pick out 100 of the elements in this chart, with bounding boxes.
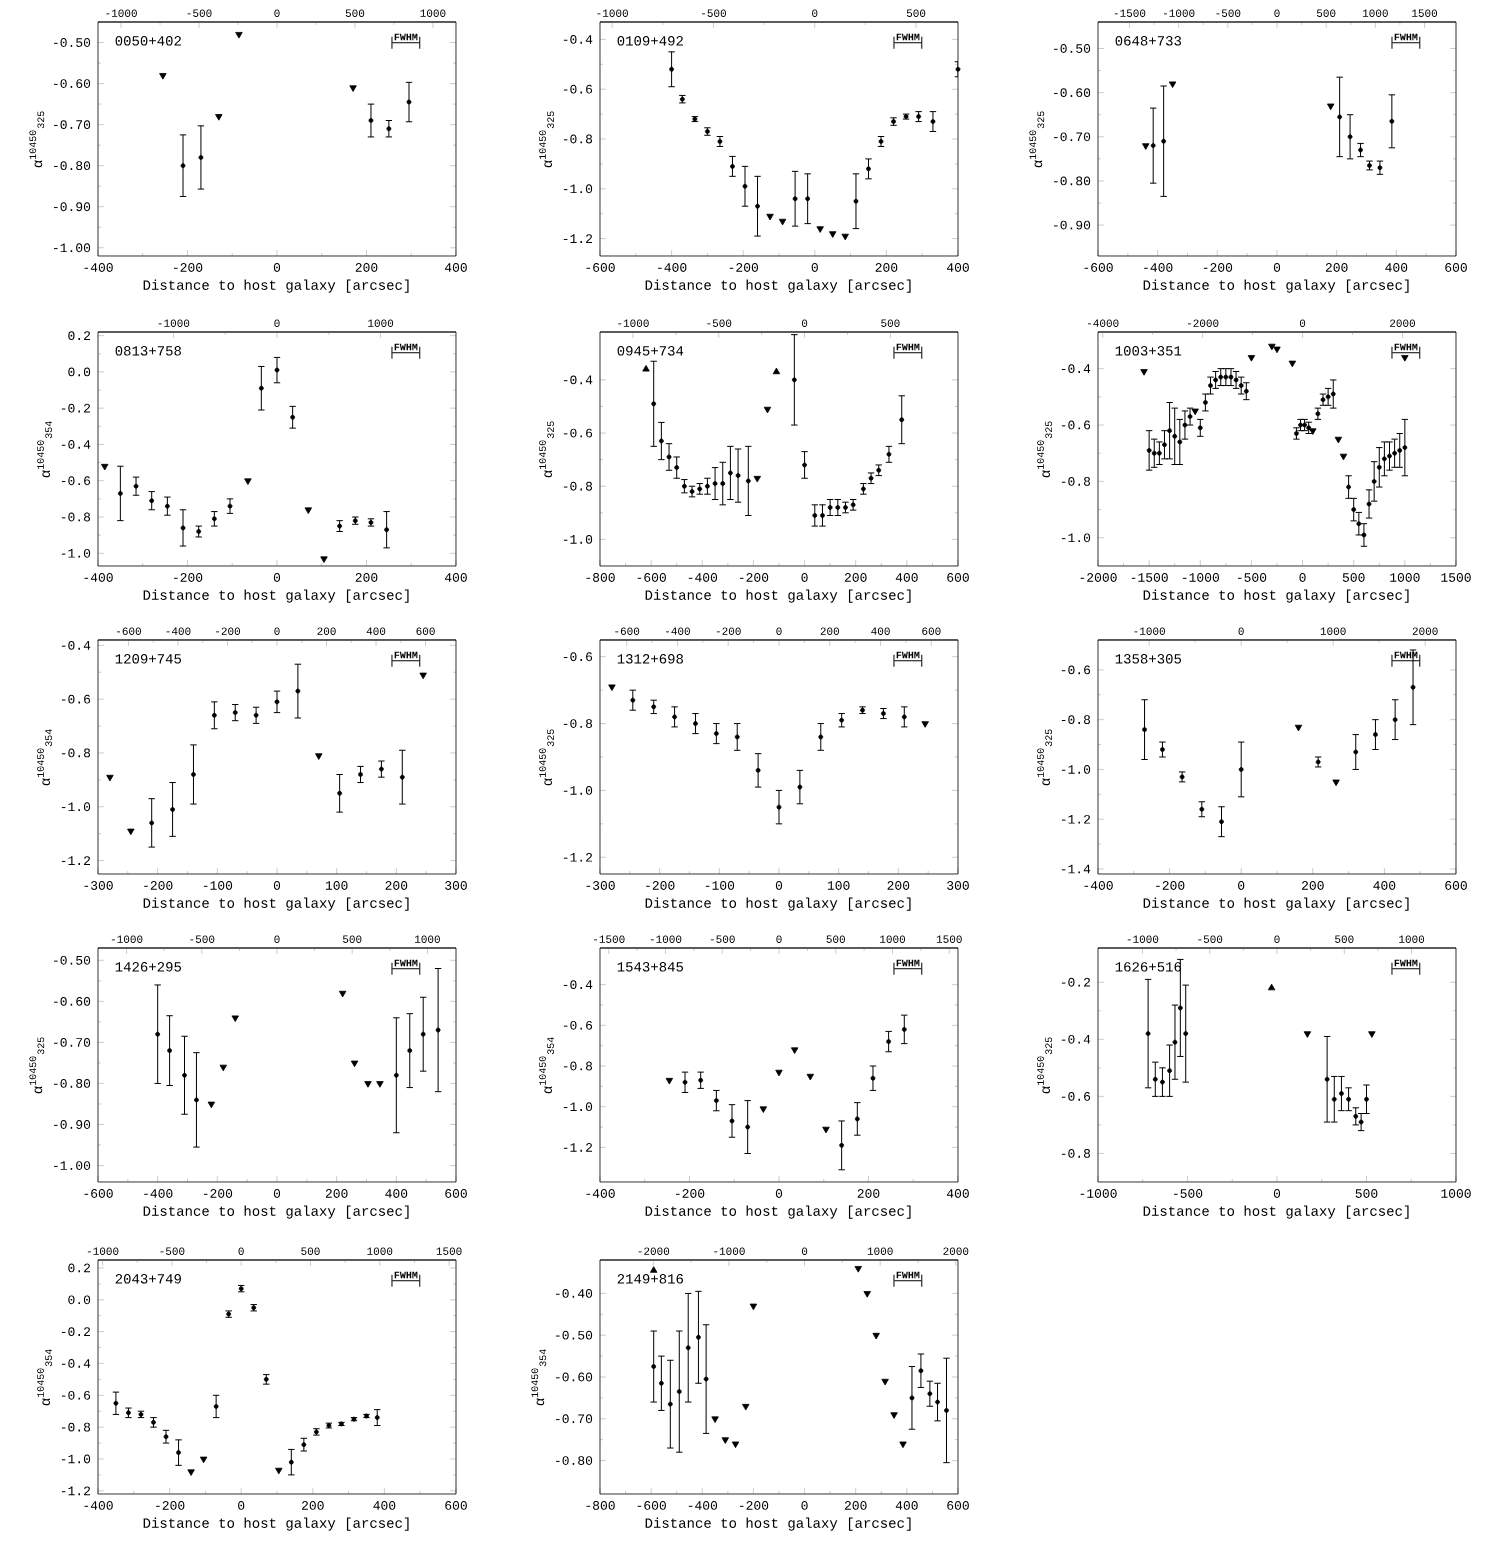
point <box>338 990 347 998</box>
point <box>863 1291 871 1298</box>
point <box>1199 806 1205 812</box>
point <box>149 820 155 826</box>
point <box>753 475 761 483</box>
point <box>101 463 109 471</box>
point <box>1325 394 1331 400</box>
point <box>1223 374 1229 380</box>
point <box>1168 81 1177 89</box>
point <box>901 714 907 720</box>
point <box>822 1126 830 1134</box>
point <box>419 672 427 680</box>
point <box>337 790 343 796</box>
point <box>650 1266 658 1273</box>
point <box>742 183 748 189</box>
point <box>211 712 217 718</box>
point <box>231 1015 239 1022</box>
point <box>901 1026 907 1032</box>
point <box>682 1079 688 1085</box>
point <box>1303 1031 1312 1038</box>
point <box>1145 1031 1151 1037</box>
point <box>393 1072 399 1078</box>
point <box>113 1400 119 1406</box>
point <box>288 1459 294 1465</box>
point <box>658 438 664 444</box>
point <box>665 1077 674 1085</box>
point <box>703 1376 709 1382</box>
point <box>235 32 243 39</box>
point <box>295 688 301 694</box>
point <box>608 684 616 691</box>
point <box>1401 355 1409 362</box>
point <box>763 406 772 414</box>
point <box>778 218 787 226</box>
point <box>829 231 837 238</box>
point <box>1150 143 1156 149</box>
point <box>1288 360 1297 368</box>
point <box>674 465 680 471</box>
point <box>766 213 774 221</box>
point <box>159 73 167 80</box>
point <box>211 516 217 522</box>
point <box>899 417 905 423</box>
point <box>1161 138 1167 144</box>
point <box>927 1391 933 1397</box>
point <box>215 114 223 121</box>
point <box>1353 749 1359 755</box>
point <box>890 1412 898 1419</box>
point <box>666 454 672 460</box>
point <box>106 774 114 782</box>
point <box>792 196 798 202</box>
point <box>1361 532 1367 538</box>
point <box>376 1081 384 1088</box>
point <box>1410 684 1416 690</box>
point <box>1339 453 1348 461</box>
point <box>232 710 238 716</box>
point <box>790 1047 799 1054</box>
point <box>721 1437 729 1444</box>
point <box>420 1031 426 1037</box>
point <box>187 1469 195 1476</box>
point <box>745 478 751 484</box>
point <box>839 1142 845 1148</box>
point <box>841 233 849 241</box>
point <box>274 699 280 705</box>
point <box>1389 118 1395 124</box>
point <box>406 99 412 105</box>
point <box>1327 103 1335 111</box>
point <box>164 503 170 509</box>
point <box>133 483 139 489</box>
point <box>364 1081 372 1088</box>
point <box>711 1416 719 1423</box>
point <box>1368 1031 1376 1038</box>
point <box>805 196 811 202</box>
point <box>1177 1005 1183 1011</box>
point <box>731 1441 740 1449</box>
point <box>1337 114 1343 120</box>
point <box>127 828 135 836</box>
point <box>315 753 323 760</box>
point <box>742 1403 750 1411</box>
point <box>1294 724 1303 732</box>
point <box>180 525 186 531</box>
point <box>1366 501 1372 507</box>
point <box>1392 717 1398 723</box>
point <box>1331 1096 1337 1102</box>
point <box>1334 436 1343 444</box>
point <box>1197 425 1203 431</box>
point <box>854 1116 860 1122</box>
point <box>1151 450 1157 456</box>
point <box>1183 1031 1189 1037</box>
point <box>1247 355 1256 362</box>
point <box>881 1378 889 1386</box>
point <box>320 556 328 563</box>
point <box>1376 464 1382 470</box>
point <box>1140 369 1148 376</box>
point <box>1267 983 1276 991</box>
point <box>349 85 357 92</box>
point <box>207 1101 216 1109</box>
point <box>791 377 797 383</box>
point <box>274 367 280 373</box>
point <box>1268 343 1276 351</box>
point <box>290 414 296 420</box>
point <box>872 1332 880 1340</box>
